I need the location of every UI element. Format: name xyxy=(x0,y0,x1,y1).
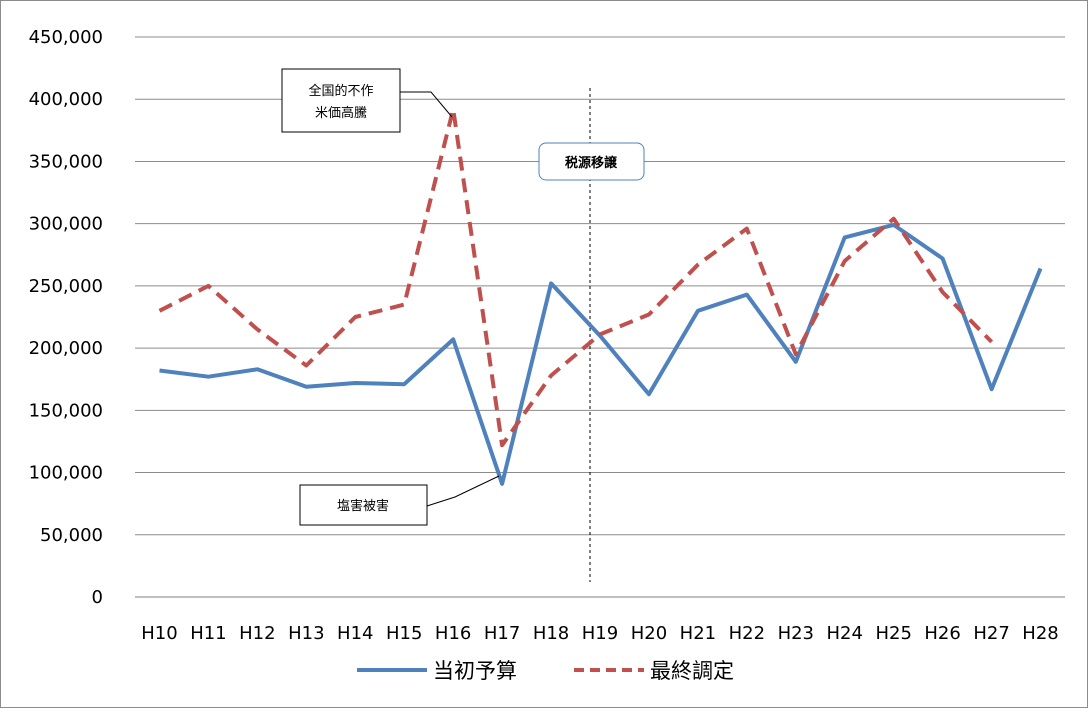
y-tick-label: 300,000 xyxy=(29,214,103,235)
legend-label-final-assessment: 最終調定 xyxy=(650,659,734,683)
x-tick-label: H28 xyxy=(1022,623,1058,644)
x-tick-label: H25 xyxy=(875,623,911,644)
x-tick-label: H21 xyxy=(680,623,716,644)
y-tick-label: 100,000 xyxy=(29,463,103,484)
x-tick-label: H17 xyxy=(484,623,520,644)
legend-label-initial-budget: 当初予算 xyxy=(433,659,517,683)
annotation-salt-damage-leader xyxy=(426,475,500,507)
x-tick-label: H18 xyxy=(533,623,569,644)
x-tick-label: H12 xyxy=(239,623,275,644)
x-tick-label: H11 xyxy=(190,623,226,644)
gridlines xyxy=(135,36,1065,598)
series-line-initial-budget xyxy=(159,222,1043,486)
y-tick-labels: 0 50,000 100,000 150,000 200,000 250,000 300,0… xyxy=(29,27,103,608)
y-tick-label: 150,000 xyxy=(29,400,103,421)
y-tick-label: 350,000 xyxy=(29,151,103,172)
annotation-crop-failure-box xyxy=(281,68,401,133)
annotation-tax-transfer-label: 税源移譲 xyxy=(565,155,618,171)
series-line-final-assessment xyxy=(158,107,994,448)
y-tick-label: 250,000 xyxy=(29,276,103,297)
x-tick-label: H16 xyxy=(435,623,471,644)
x-tick-label: H15 xyxy=(386,623,422,644)
y-tick-label: 450,000 xyxy=(29,27,103,48)
x-tick-label: H10 xyxy=(141,623,177,644)
x-tick-label: H23 xyxy=(778,623,814,644)
annotation-crop-failure: 全国的不作 米価高騰 xyxy=(281,68,453,133)
y-tick-label: 50,000 xyxy=(40,525,103,546)
y-tick-label: 400,000 xyxy=(29,89,103,110)
x-tick-label: H24 xyxy=(827,623,863,644)
x-tick-label: H26 xyxy=(924,623,960,644)
x-tick-label: H27 xyxy=(973,623,1009,644)
y-tick-label: 200,000 xyxy=(29,338,103,359)
x-tick-label: H22 xyxy=(729,623,765,644)
x-tick-labels: H10 H11 H12 H13 H14 H15 H16 H17 H18 H19 H20 H21 H22 H… xyxy=(141,623,1059,644)
x-tick-label: H14 xyxy=(337,623,373,644)
annotation-crop-failure-line1: 全国的不作 xyxy=(308,83,373,99)
x-tick-label: H20 xyxy=(631,623,667,644)
annotation-crop-failure-line2: 米価高騰 xyxy=(315,105,367,121)
series-lines xyxy=(158,107,1043,486)
annotation-salt-damage: 塩害被害 xyxy=(299,475,500,526)
x-tick-label: H13 xyxy=(288,623,324,644)
annotation-tax-transfer-box xyxy=(538,142,645,181)
annotation-salt-damage-box xyxy=(299,484,428,526)
legend: 当初予算 最終調定 xyxy=(357,659,734,683)
x-tick-label: H19 xyxy=(582,623,618,644)
annotation-tax-transfer: 税源移譲 xyxy=(538,142,645,181)
annotation-crop-failure-leader xyxy=(399,91,453,118)
y-tick-label: 0 xyxy=(92,587,103,608)
annotation-salt-damage-label: 塩害被害 xyxy=(337,498,389,514)
